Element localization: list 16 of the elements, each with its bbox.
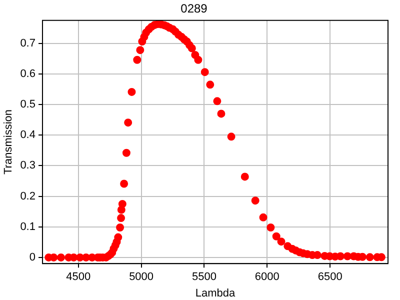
y-tick-label: 0 [29,252,36,264]
y-tick-label: 0.6 [20,68,36,80]
x-tick-label: 4500 [66,271,91,284]
x-tick-label: 6000 [254,271,280,284]
x-tick-label: 5000 [129,271,154,284]
y-axis-title: Transmission [2,110,15,174]
x-tick-label: 5500 [192,271,216,284]
x-tick-label: 6500 [318,271,342,284]
chart-title: 0289 [180,2,208,16]
x-axis-title: Lambda [195,287,236,300]
y-tick-label: 0.2 [20,190,36,202]
y-tick-label: 0.3 [20,160,36,172]
y-tick-label: 0.1 [20,220,36,233]
y-tick-label: 0.7 [20,37,36,50]
y-tick-label: 0.5 [20,98,36,111]
y-tick-label: 0.4 [20,129,36,142]
